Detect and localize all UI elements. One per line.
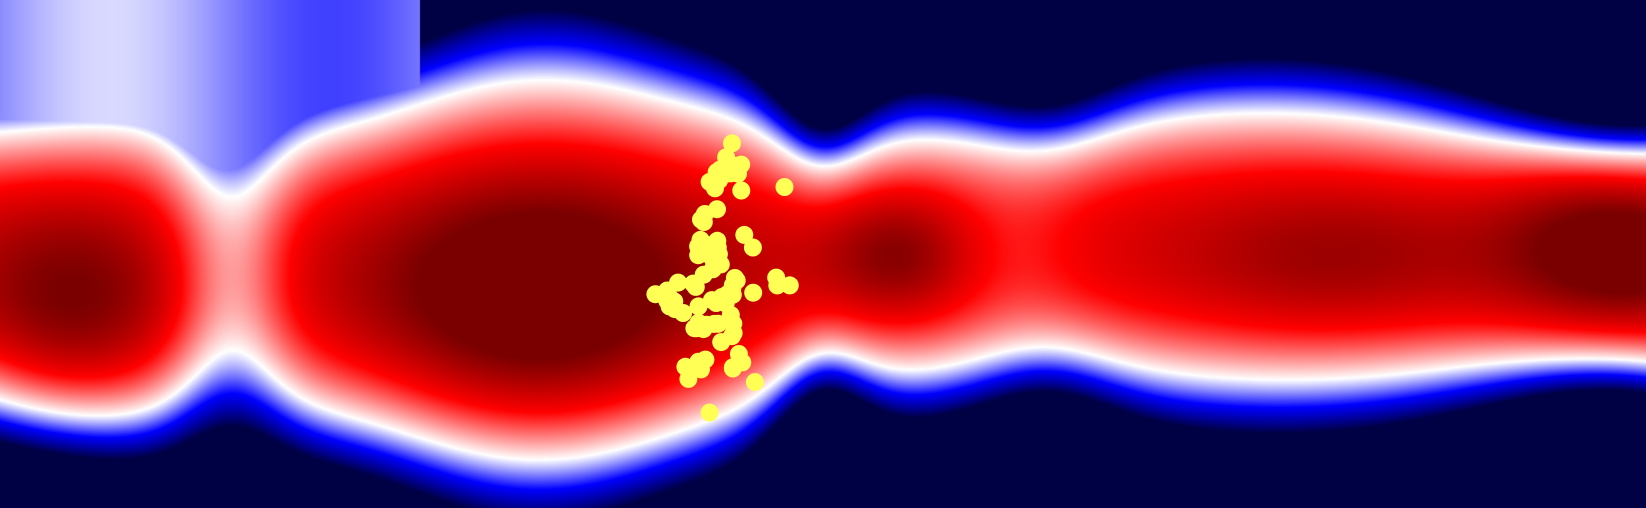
sample-point	[694, 213, 713, 231]
sample-point	[665, 292, 684, 311]
sample-point	[689, 297, 708, 316]
sample-point	[707, 294, 726, 312]
sample-point	[727, 271, 746, 290]
sample-point	[691, 230, 710, 249]
sample-point	[685, 319, 704, 338]
sample-point	[708, 238, 727, 257]
sample-point	[733, 353, 752, 372]
sample-point	[707, 163, 726, 182]
sample-point	[723, 134, 741, 153]
sample-point	[717, 148, 736, 167]
sample-point	[709, 314, 728, 333]
sample-point	[743, 238, 762, 257]
sample-point	[780, 276, 799, 295]
sample-point	[732, 181, 751, 200]
sample-point	[745, 373, 764, 392]
sample-point	[722, 327, 741, 346]
sample-point	[735, 225, 754, 244]
sample-point	[676, 357, 695, 376]
sample-point	[775, 178, 794, 196]
sample-point	[744, 283, 763, 302]
sample-point	[689, 246, 708, 265]
sample-point	[686, 277, 705, 296]
sample-point	[768, 276, 787, 295]
sample-point	[700, 403, 719, 422]
